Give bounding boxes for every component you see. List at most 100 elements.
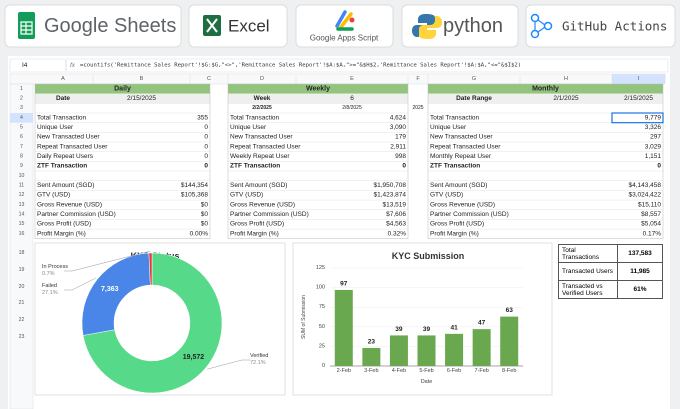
cell-value: 9,779 xyxy=(645,114,662,121)
cell-value: 2,911 xyxy=(390,143,406,150)
cell: 2/15/2025 xyxy=(127,95,156,102)
cell-value: 355 xyxy=(197,114,208,121)
row-number: 23 xyxy=(19,334,25,340)
cell-label: Sent Amount (SGD) xyxy=(430,182,487,189)
data-label: 41 xyxy=(450,324,458,331)
cell-value: 0 xyxy=(204,153,208,160)
slice-percent: 0.7% xyxy=(42,271,55,277)
cell-label: New Transacted User xyxy=(37,134,100,141)
cell-value: 1,151 xyxy=(645,153,662,160)
name-box[interactable]: I4 xyxy=(22,62,28,69)
actions-icon xyxy=(534,19,546,33)
data-label: 97 xyxy=(340,280,348,287)
row-number: 13 xyxy=(19,202,25,208)
cell-label: GTV (USD) xyxy=(230,192,263,199)
cell-value: $7,606 xyxy=(386,211,406,218)
formula-bar[interactable] xyxy=(9,58,669,73)
y-tick-label: 125 xyxy=(316,265,325,271)
charts: KYC Status19,572Verified72.1%7,363Failed… xyxy=(34,242,553,396)
row-number: 9 xyxy=(20,163,23,169)
cell-label: Partner Commission (USD) xyxy=(37,211,116,218)
y-tick-label: 0 xyxy=(322,363,325,369)
cell: 2025 xyxy=(412,105,423,111)
cell-value: 179 xyxy=(395,134,406,141)
row-header-bar xyxy=(9,83,34,409)
cell-value: $13,519 xyxy=(383,201,407,208)
panel-header-bg xyxy=(228,84,408,94)
y-axis-label: SUM of Submission xyxy=(301,295,307,339)
actions-icon xyxy=(543,21,553,31)
apps-script-icon xyxy=(349,17,355,23)
column-header: G xyxy=(472,76,476,82)
logo-card xyxy=(525,4,676,48)
pie-slice xyxy=(148,252,153,286)
cell-label: Repeat Transacted User xyxy=(430,143,501,150)
cell-label: Weekly Repeat User xyxy=(230,153,290,160)
row-number: 2 xyxy=(20,96,23,102)
cell-value: 0 xyxy=(657,163,661,170)
cell-label: Partner Commission (USD) xyxy=(430,211,509,218)
cell-label: New Transacted User xyxy=(230,134,293,141)
cell-label: ZTF Transaction xyxy=(230,163,280,170)
panel-border xyxy=(227,83,409,239)
data-label: 7,363 xyxy=(101,286,119,293)
row-number: 6 xyxy=(20,134,23,140)
bar xyxy=(334,289,353,366)
bar xyxy=(500,316,519,366)
summary-value: 61% xyxy=(633,286,647,293)
logo-text: GitHub Actions xyxy=(562,19,667,34)
data-label: 19,572 xyxy=(183,354,205,361)
row-number: 7 xyxy=(20,144,23,150)
cell-label: Repeat Transacted User xyxy=(37,143,108,150)
cell: Week xyxy=(254,95,271,102)
cell-label: Monthly Repeat User xyxy=(430,153,492,160)
cell-value: 0.17% xyxy=(643,230,662,237)
cell-value: 3,090 xyxy=(390,124,407,131)
cell-value: 0 xyxy=(204,163,208,170)
row-number: 14 xyxy=(19,212,25,218)
selected-row-header xyxy=(10,113,33,123)
cell-label: Sent Amount (SGD) xyxy=(230,182,287,189)
sheet-grid: A B C D E F G H I1234567891011121314151618192021… xyxy=(9,73,666,409)
formula-text[interactable]: =countifs('Remittance Sales Report'!$G:$… xyxy=(80,63,521,69)
row-number: 1 xyxy=(20,86,23,92)
cell-value: $5,054 xyxy=(641,221,661,228)
x-axis-label: Date xyxy=(421,379,433,385)
bar xyxy=(389,335,408,366)
cell-label: New Transacted User xyxy=(430,134,493,141)
cell-value: $15,110 xyxy=(638,201,661,208)
summary-value: 11,985 xyxy=(630,268,650,275)
bar xyxy=(472,329,491,366)
summary-row: Total Transactions 137,583 xyxy=(559,245,662,263)
panel-subheader-bg xyxy=(35,93,210,104)
cell-value: 0 xyxy=(402,163,406,170)
cell-value: 297 xyxy=(650,134,661,141)
cell-label: ZTF Transaction xyxy=(430,163,480,170)
y-tick-label: 100 xyxy=(316,285,325,291)
cell-value: 0 xyxy=(204,143,208,150)
summary-value: 137,583 xyxy=(628,250,652,257)
cell-value: 0.32% xyxy=(388,230,407,237)
row-number: 8 xyxy=(20,154,23,160)
row-number: 20 xyxy=(19,284,25,290)
cell-value: 4,624 xyxy=(390,114,407,121)
bar xyxy=(417,335,436,366)
cell-value: 0 xyxy=(204,124,208,131)
selected-column-header xyxy=(612,74,665,84)
slice-label: In Process xyxy=(42,264,68,270)
apps-script-icon xyxy=(339,12,353,29)
cell-label: Profit Margin (%) xyxy=(430,230,479,237)
cell-value: 3,326 xyxy=(645,124,662,131)
row-number: 11 xyxy=(19,183,24,189)
cell-label: Gross Profit (USD) xyxy=(230,221,284,228)
row-number: 3 xyxy=(20,105,23,111)
excel-icon-mark xyxy=(206,18,218,33)
data-label: 63 xyxy=(506,307,514,314)
data-label: 39 xyxy=(423,326,431,333)
slice-percent: 72.1% xyxy=(250,360,266,366)
column-header: F xyxy=(416,76,420,82)
cell-label: GTV (USD) xyxy=(37,192,70,199)
apps-script-icon xyxy=(335,10,347,28)
cell-value: $0 xyxy=(201,201,209,208)
